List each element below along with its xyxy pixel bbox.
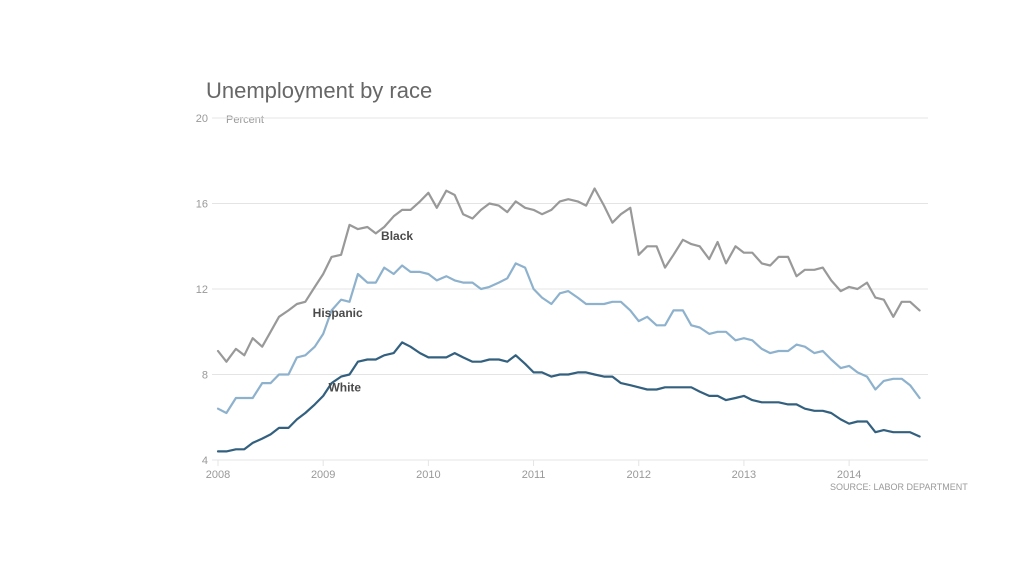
svg-text:20: 20 bbox=[196, 113, 208, 125]
svg-text:2014: 2014 bbox=[837, 469, 861, 481]
svg-text:8: 8 bbox=[202, 370, 208, 382]
svg-text:4: 4 bbox=[202, 455, 208, 467]
line-chart: 4 8 12 16 20 2008 2009 2010 2011 2012 2013 2014 Blac… bbox=[0, 0, 1024, 576]
svg-text:16: 16 bbox=[196, 199, 208, 211]
svg-text:2009: 2009 bbox=[311, 469, 335, 481]
series-label-hispanic: Hispanic bbox=[313, 306, 363, 320]
svg-text:2012: 2012 bbox=[626, 469, 650, 481]
svg-text:2010: 2010 bbox=[416, 469, 440, 481]
series-label-black: Black bbox=[381, 229, 413, 243]
svg-text:12: 12 bbox=[196, 284, 208, 296]
svg-text:2013: 2013 bbox=[732, 469, 756, 481]
series-label-white: White bbox=[328, 381, 361, 395]
svg-text:2008: 2008 bbox=[206, 469, 230, 481]
svg-text:2011: 2011 bbox=[522, 469, 546, 481]
